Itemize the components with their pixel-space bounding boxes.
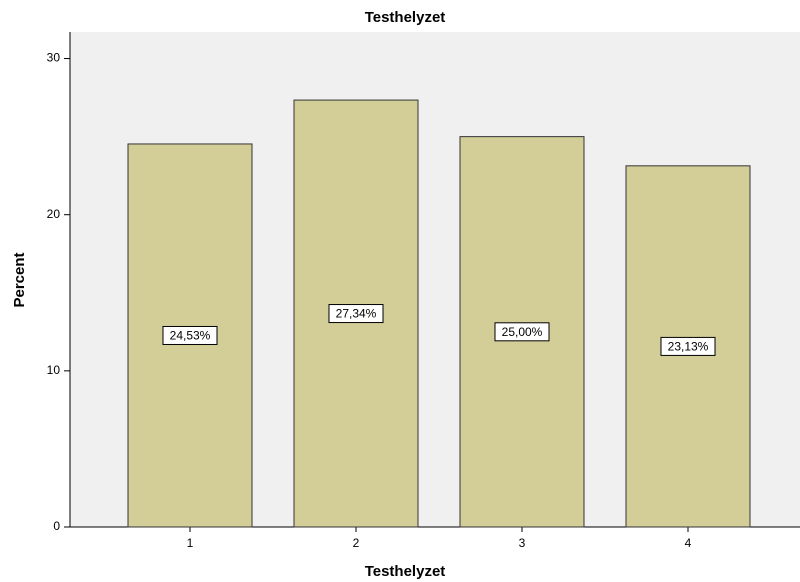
y-tick-label: 30 (47, 51, 61, 65)
chart-title: Testhelyzet (365, 9, 446, 26)
y-tick-label: 0 (53, 519, 60, 533)
x-tick-label: 3 (519, 536, 526, 550)
value-label: 25,00% (502, 325, 543, 339)
y-tick-label: 20 (47, 207, 61, 221)
value-label: 27,34% (336, 307, 377, 321)
value-label-box (328, 304, 384, 324)
value-label-box (660, 336, 716, 356)
value-label-box (162, 325, 218, 345)
value-label-box (494, 322, 550, 342)
x-tick-label: 2 (353, 536, 360, 550)
x-axis-label: Testhelyzet (365, 563, 446, 580)
value-label: 24,53% (170, 329, 211, 343)
x-tick-label: 1 (187, 536, 194, 550)
x-tick-label: 4 (685, 536, 692, 550)
y-axis-label: Percent (11, 252, 28, 307)
value-label: 23,13% (668, 340, 709, 354)
y-tick-label: 10 (47, 363, 61, 377)
